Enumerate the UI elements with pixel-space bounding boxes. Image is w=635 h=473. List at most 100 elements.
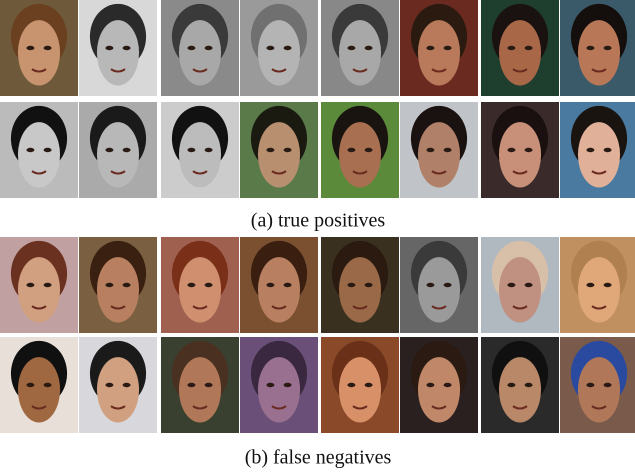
- eye: [426, 282, 435, 288]
- eye: [586, 282, 595, 288]
- mouth: [110, 405, 126, 410]
- face-photo: [400, 0, 478, 96]
- eye: [524, 382, 533, 388]
- face-photo: [0, 337, 78, 433]
- face-photo: [161, 337, 239, 433]
- face-photo: [0, 237, 78, 333]
- face-photo: [560, 237, 635, 333]
- face-photo: [560, 0, 635, 96]
- face-photo: [321, 337, 399, 433]
- eye: [426, 45, 435, 51]
- eye: [443, 282, 452, 288]
- face-photo: [79, 237, 157, 333]
- face-photo: [321, 0, 399, 96]
- face-photo: [79, 337, 157, 433]
- eye: [43, 382, 52, 388]
- mouth: [512, 170, 528, 175]
- eye: [364, 282, 373, 288]
- mouth: [431, 305, 447, 310]
- face: [338, 257, 382, 323]
- eye: [524, 282, 533, 288]
- mouth: [192, 305, 208, 310]
- eye: [524, 147, 533, 153]
- eye: [105, 382, 114, 388]
- face: [498, 257, 542, 323]
- mouth: [271, 305, 287, 310]
- eye: [204, 282, 213, 288]
- eye: [283, 45, 292, 51]
- face: [417, 20, 461, 86]
- face: [417, 357, 461, 423]
- eye: [347, 147, 356, 153]
- face-photo: [321, 102, 399, 198]
- face: [338, 357, 382, 423]
- eye: [443, 45, 452, 51]
- mouth: [271, 68, 287, 73]
- face-photo: [240, 0, 318, 96]
- face: [257, 122, 301, 188]
- face: [178, 257, 222, 323]
- face-photo: [321, 237, 399, 333]
- face: [178, 357, 222, 423]
- face: [96, 122, 140, 188]
- mouth: [31, 68, 47, 73]
- photo-grid: [0, 0, 635, 433]
- eye: [187, 147, 196, 153]
- face-photo: [400, 237, 478, 333]
- mouth: [591, 305, 607, 310]
- eye: [586, 147, 595, 153]
- mouth: [192, 170, 208, 175]
- face-photo: [79, 102, 157, 198]
- eye: [122, 147, 131, 153]
- face-photo: [481, 337, 559, 433]
- face: [498, 20, 542, 86]
- face: [577, 20, 621, 86]
- mouth: [31, 170, 47, 175]
- eye: [105, 45, 114, 51]
- face-photo: [400, 337, 478, 433]
- eye: [187, 382, 196, 388]
- mouth: [591, 68, 607, 73]
- face-photo: [240, 237, 318, 333]
- face-photo: [0, 102, 78, 198]
- eye: [524, 45, 533, 51]
- eye: [347, 282, 356, 288]
- eye: [347, 45, 356, 51]
- mouth: [192, 68, 208, 73]
- face-photo: [400, 102, 478, 198]
- eye: [507, 282, 516, 288]
- eye: [43, 45, 52, 51]
- eye: [364, 147, 373, 153]
- mouth: [512, 305, 528, 310]
- face-photo: [481, 102, 559, 198]
- eye: [507, 382, 516, 388]
- face: [178, 122, 222, 188]
- caption: (b) false negatives: [245, 447, 392, 469]
- face: [417, 257, 461, 323]
- face: [417, 122, 461, 188]
- eye: [122, 382, 131, 388]
- eye: [266, 45, 275, 51]
- eye: [283, 147, 292, 153]
- caption: (a) true positives: [251, 210, 386, 232]
- face: [577, 122, 621, 188]
- eye: [283, 382, 292, 388]
- eye: [26, 382, 35, 388]
- face: [17, 357, 61, 423]
- eye: [204, 147, 213, 153]
- mouth: [110, 68, 126, 73]
- eye: [105, 147, 114, 153]
- mouth: [431, 170, 447, 175]
- face: [17, 122, 61, 188]
- mouth: [431, 405, 447, 410]
- face: [257, 257, 301, 323]
- eye: [347, 382, 356, 388]
- face: [96, 357, 140, 423]
- mouth: [271, 170, 287, 175]
- eye: [204, 382, 213, 388]
- eye: [426, 382, 435, 388]
- mouth: [512, 68, 528, 73]
- mouth: [591, 170, 607, 175]
- mouth: [352, 305, 368, 310]
